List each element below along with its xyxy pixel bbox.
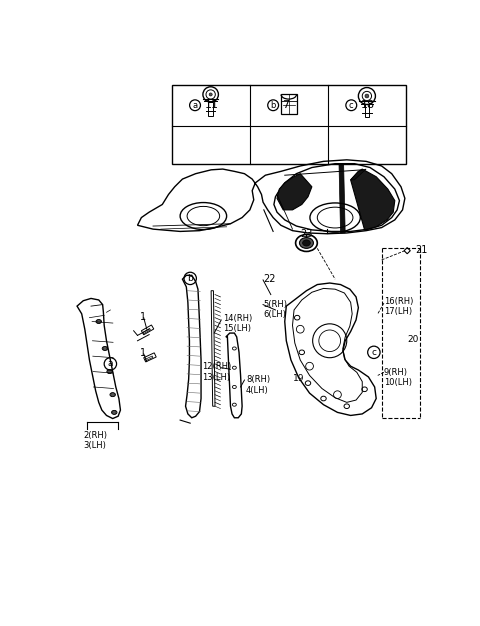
Text: a: a <box>108 359 113 368</box>
Text: 16(RH)
17(LH): 16(RH) 17(LH) <box>384 297 413 316</box>
Text: c: c <box>372 348 376 357</box>
Text: b: b <box>187 274 193 283</box>
Text: c: c <box>349 101 354 110</box>
Text: 5(RH)
6(LH): 5(RH) 6(LH) <box>263 300 287 319</box>
Text: 8(RH)
4(LH): 8(RH) 4(LH) <box>246 376 270 395</box>
Bar <box>145 356 153 361</box>
Ellipse shape <box>300 238 313 249</box>
Text: 12(RH)
13(LH): 12(RH) 13(LH) <box>202 362 231 382</box>
Ellipse shape <box>302 240 311 246</box>
Bar <box>144 353 156 362</box>
Bar <box>281 95 297 115</box>
Text: 19: 19 <box>292 374 304 383</box>
Text: 7: 7 <box>282 100 289 110</box>
Circle shape <box>112 411 116 414</box>
Text: 21: 21 <box>415 245 427 255</box>
Bar <box>172 85 406 164</box>
Polygon shape <box>350 169 366 180</box>
Circle shape <box>108 369 111 374</box>
Text: 1: 1 <box>140 349 146 359</box>
Circle shape <box>103 347 107 351</box>
Bar <box>142 325 154 335</box>
Circle shape <box>97 320 101 324</box>
Circle shape <box>209 93 212 96</box>
Polygon shape <box>277 173 312 210</box>
Text: b: b <box>270 101 276 110</box>
Circle shape <box>365 94 369 98</box>
Text: 14(RH)
15(LH): 14(RH) 15(LH) <box>223 314 252 333</box>
Circle shape <box>111 393 115 397</box>
Text: 23: 23 <box>300 229 312 239</box>
Text: 18: 18 <box>360 100 375 110</box>
Polygon shape <box>350 169 395 230</box>
Text: 1: 1 <box>140 312 146 322</box>
Text: 22: 22 <box>263 274 276 284</box>
Text: 9(RH)
10(LH): 9(RH) 10(LH) <box>384 367 412 387</box>
Bar <box>208 102 213 116</box>
Bar <box>365 105 369 117</box>
Polygon shape <box>339 165 345 233</box>
Text: 11: 11 <box>204 100 218 110</box>
Text: 2(RH)
3(LH): 2(RH) 3(LH) <box>83 431 107 450</box>
Text: a: a <box>192 101 198 110</box>
Bar <box>143 329 150 334</box>
Text: 20: 20 <box>407 336 419 344</box>
